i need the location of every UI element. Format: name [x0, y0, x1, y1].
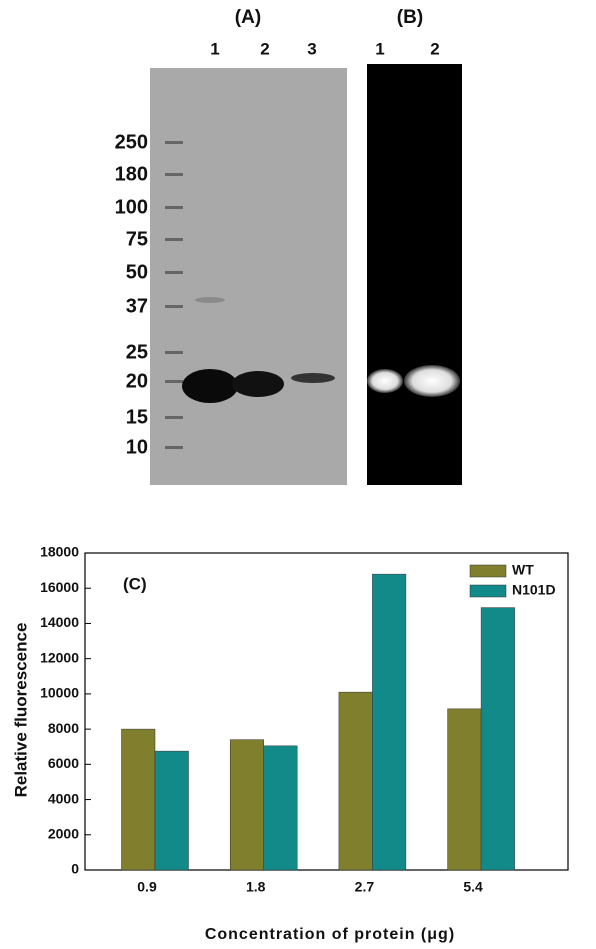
- marker-label: 180: [115, 163, 148, 185]
- marker-label: 50: [126, 261, 148, 283]
- bar: [229, 739, 264, 871]
- lane-label: 2: [430, 39, 439, 58]
- y-tick-label: 8000: [48, 720, 79, 736]
- legend-swatch: [469, 584, 507, 598]
- y-tick-label: 14000: [40, 614, 79, 630]
- x-tick-label: 0.9: [137, 879, 157, 895]
- y-tick-label: 10000: [40, 685, 79, 701]
- y-tick-label: 16000: [40, 579, 79, 595]
- lane-label: 3: [307, 39, 316, 58]
- y-tick-label: 18000: [40, 544, 79, 560]
- legend-label: N101D: [512, 582, 556, 598]
- gel-b: [367, 64, 462, 485]
- bands-b: [367, 365, 460, 397]
- marker-label: 15: [126, 406, 148, 428]
- y-tick-label: 2000: [48, 825, 79, 841]
- lane-label: 2: [260, 39, 269, 58]
- marker-label: 250: [115, 131, 148, 153]
- annotation: (C): [123, 574, 147, 593]
- y-tick-label: 6000: [48, 755, 79, 771]
- bands-a: [182, 297, 335, 403]
- y-axis-title: Relative fluorescence: [11, 623, 30, 798]
- legend-label: WT: [512, 562, 534, 578]
- lane-label: 1: [210, 39, 219, 58]
- lane-label: 1: [375, 39, 384, 58]
- bar: [121, 728, 156, 871]
- bar: [263, 745, 298, 871]
- panel-label: (B): [397, 7, 423, 28]
- panel-label: (A): [235, 7, 261, 28]
- marker-label: 25: [126, 341, 148, 363]
- y-tick-label: 0: [71, 861, 79, 877]
- plot-frame: [84, 552, 569, 871]
- ladder: [165, 141, 183, 449]
- marker-label: 10: [126, 436, 148, 458]
- bar: [338, 691, 373, 871]
- x-tick-label: 1.8: [246, 879, 266, 895]
- bar: [154, 750, 189, 871]
- x-axis-title: Concentration of protein (μg): [205, 926, 455, 943]
- bar: [447, 708, 482, 871]
- bar: [372, 573, 407, 871]
- x-tick-label: 5.4: [463, 879, 483, 895]
- y-tick-label: 12000: [40, 649, 79, 665]
- marker-label: 100: [115, 196, 148, 218]
- marker-label: 75: [126, 228, 148, 250]
- marker-label: 20: [126, 370, 148, 392]
- x-tick-label: 2.7: [355, 879, 375, 895]
- gel-a: [150, 68, 347, 485]
- marker-label: 37: [126, 295, 148, 317]
- y-tick-label: 4000: [48, 790, 79, 806]
- bar: [480, 607, 515, 871]
- legend-swatch: [469, 564, 507, 578]
